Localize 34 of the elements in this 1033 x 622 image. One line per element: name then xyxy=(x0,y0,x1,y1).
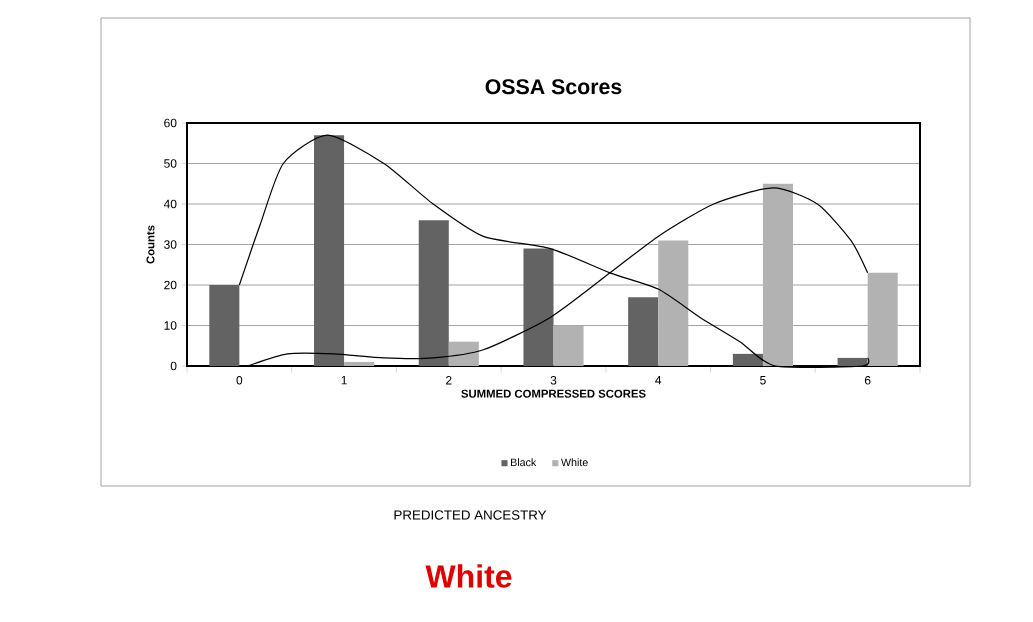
bar xyxy=(314,135,345,366)
chart-title: OSSA Scores xyxy=(485,79,622,95)
y-tick-label: 60 xyxy=(164,118,177,128)
x-tick-label: 5 xyxy=(760,376,766,385)
bar xyxy=(762,183,793,366)
text: White xyxy=(425,564,512,588)
bar xyxy=(732,353,763,366)
x-tick-label: 6 xyxy=(864,376,871,385)
x-tick-label: 3 xyxy=(550,376,557,385)
y-tick-label: 20 xyxy=(164,280,177,290)
bar xyxy=(628,297,659,366)
y-tick-label: 40 xyxy=(163,199,177,209)
x-tick-label: 2 xyxy=(446,376,452,385)
bar xyxy=(658,240,689,366)
bar xyxy=(867,272,898,366)
y-tick-label: 50 xyxy=(164,159,177,168)
x-tick-label: 1 xyxy=(341,376,347,385)
y-tick-label: 10 xyxy=(164,321,177,330)
bar xyxy=(837,357,868,366)
legend-label: White xyxy=(561,458,588,467)
bar xyxy=(553,325,584,366)
legend-label: Black xyxy=(511,458,537,467)
y-tick-label: 30 xyxy=(164,240,177,249)
x-tick-label: 0 xyxy=(236,376,243,385)
bar xyxy=(448,341,479,366)
y-axis-title: Counts xyxy=(146,225,155,264)
y-tick-label: 0 xyxy=(170,361,177,371)
bar xyxy=(344,361,375,366)
text: PREDICTED ANCESTRY xyxy=(394,510,547,520)
x-axis-title: SUMMED COMPRESSED SCORES xyxy=(461,389,646,398)
bar xyxy=(418,220,449,366)
bar xyxy=(209,285,240,366)
bar xyxy=(523,248,554,366)
x-tick-label: 4 xyxy=(655,376,662,385)
